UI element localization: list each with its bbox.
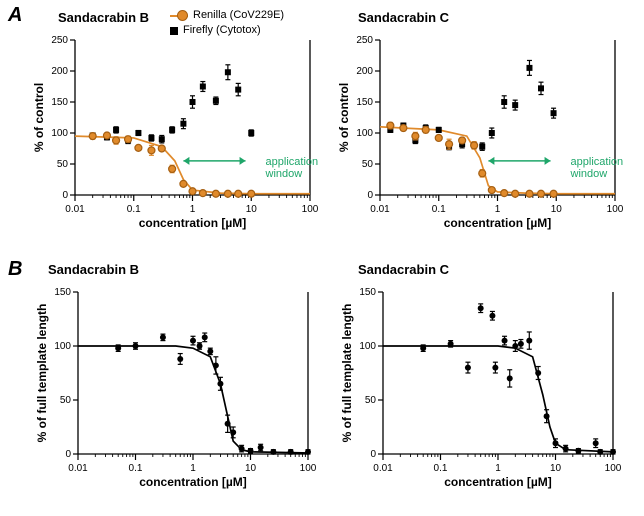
svg-text:50: 50 xyxy=(362,159,374,170)
svg-text:100: 100 xyxy=(302,204,319,215)
svg-text:0: 0 xyxy=(370,449,376,460)
svg-text:concentration [µM]: concentration [µM] xyxy=(444,216,552,230)
svg-text:100: 100 xyxy=(356,128,373,139)
svg-text:0.01: 0.01 xyxy=(370,204,390,215)
chart-b-left: 0 50 100 150 0.01 0.1 1 10 100 concentration [µM]… xyxy=(30,282,320,507)
svg-text:application: application xyxy=(571,156,624,168)
legend-row-renilla: Renilla (CoV229E) xyxy=(170,8,284,23)
svg-text:1: 1 xyxy=(495,204,501,215)
svg-text:% of control: % of control xyxy=(32,83,46,152)
chart-a-right: 0 50 100 150 200 250 0.01 0.1 1 10 100 concentratio… xyxy=(335,30,625,245)
svg-text:concentration [µM]: concentration [µM] xyxy=(139,216,247,230)
svg-text:150: 150 xyxy=(359,287,376,298)
figure: A Renilla (CoV229E) Firefly (Cytotox) Sa… xyxy=(0,0,644,516)
svg-text:10: 10 xyxy=(551,204,563,215)
svg-text:100: 100 xyxy=(605,463,622,474)
svg-text:150: 150 xyxy=(51,97,68,108)
svg-text:250: 250 xyxy=(356,35,373,46)
svg-text:10: 10 xyxy=(246,204,258,215)
chart-a-left: 0 50 100 150 200 250 0.01 0.1 1 10 100 concentratio… xyxy=(30,30,320,245)
svg-text:0.1: 0.1 xyxy=(432,204,446,215)
svg-text:50: 50 xyxy=(57,159,69,170)
svg-text:100: 100 xyxy=(51,128,68,139)
svg-text:1: 1 xyxy=(190,204,196,215)
svg-text:0.1: 0.1 xyxy=(434,463,448,474)
svg-text:1: 1 xyxy=(190,463,196,474)
svg-text:0.01: 0.01 xyxy=(373,463,393,474)
svg-text:50: 50 xyxy=(365,395,377,406)
svg-text:50: 50 xyxy=(60,395,72,406)
svg-text:1: 1 xyxy=(495,463,501,474)
svg-text:% of full template length: % of full template length xyxy=(35,304,49,443)
chart-a-left-title: Sandacrabin B xyxy=(58,10,149,25)
svg-text:100: 100 xyxy=(300,463,317,474)
svg-text:0.1: 0.1 xyxy=(127,204,141,215)
svg-text:150: 150 xyxy=(54,287,71,298)
svg-text:100: 100 xyxy=(607,204,624,215)
svg-text:250: 250 xyxy=(51,35,68,46)
svg-text:window: window xyxy=(570,168,608,180)
svg-text:0: 0 xyxy=(65,449,71,460)
svg-text:0: 0 xyxy=(367,190,373,201)
chart-b-right-title: Sandacrabin C xyxy=(358,262,449,277)
svg-text:200: 200 xyxy=(51,66,68,77)
svg-text:0.1: 0.1 xyxy=(129,463,143,474)
legend-renilla-text: Renilla (CoV229E) xyxy=(193,8,284,23)
svg-text:window: window xyxy=(265,168,303,180)
svg-text:concentration [µM]: concentration [µM] xyxy=(444,475,552,489)
svg-text:0.01: 0.01 xyxy=(65,204,85,215)
svg-text:10: 10 xyxy=(245,463,257,474)
legend-circle-icon xyxy=(177,10,188,21)
svg-text:% of full template length: % of full template length xyxy=(340,304,354,443)
svg-text:application: application xyxy=(266,156,319,168)
chart-a-right-title: Sandacrabin C xyxy=(358,10,449,25)
svg-text:concentration [µM]: concentration [µM] xyxy=(139,475,247,489)
svg-text:100: 100 xyxy=(54,341,71,352)
svg-text:150: 150 xyxy=(356,97,373,108)
svg-text:0.01: 0.01 xyxy=(68,463,88,474)
svg-text:200: 200 xyxy=(356,66,373,77)
svg-text:10: 10 xyxy=(550,463,562,474)
svg-text:100: 100 xyxy=(359,341,376,352)
panel-a-label: A xyxy=(8,4,22,27)
svg-text:0: 0 xyxy=(62,190,68,201)
chart-b-left-title: Sandacrabin B xyxy=(48,262,139,277)
panel-b-label: B xyxy=(8,258,22,281)
chart-b-right: 0 50 100 150 0.01 0.1 1 10 100 concentration [µM]… xyxy=(335,282,625,507)
svg-text:% of control: % of control xyxy=(337,83,351,152)
